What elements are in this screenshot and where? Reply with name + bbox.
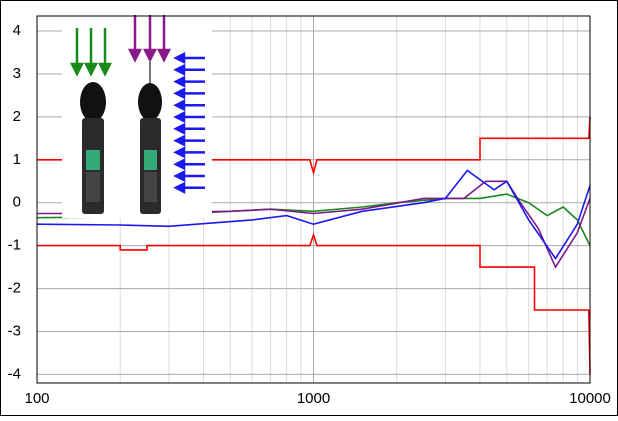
blue-arrows bbox=[173, 51, 205, 194]
meter-right bbox=[138, 60, 162, 214]
y-tick-label: -2 bbox=[8, 280, 21, 297]
arrow-head bbox=[173, 87, 186, 100]
arrow-head bbox=[173, 146, 186, 159]
y-tick-label: -1 bbox=[8, 237, 21, 254]
arrow-head bbox=[173, 110, 186, 124]
arrow-head bbox=[173, 99, 186, 112]
series-line bbox=[37, 232, 591, 375]
y-tick-label: 0 bbox=[13, 194, 21, 211]
arrow-head bbox=[173, 122, 186, 135]
arrow-head bbox=[173, 63, 186, 76]
y-tick-label: 3 bbox=[13, 65, 21, 82]
arrow-head bbox=[173, 134, 186, 147]
y-tick-label: -3 bbox=[8, 322, 21, 339]
plot-border bbox=[36, 15, 591, 384]
meter-illustration bbox=[62, 14, 212, 218]
x-tick-label: 100 bbox=[24, 390, 49, 407]
y-tick-label: 4 bbox=[13, 22, 21, 39]
meter-left bbox=[80, 82, 106, 214]
arrow-head bbox=[173, 75, 186, 88]
green-arrows bbox=[69, 28, 113, 77]
series-line bbox=[36, 169, 591, 260]
arrow-head bbox=[173, 158, 186, 171]
y-tick-label: 1 bbox=[13, 151, 21, 168]
y-tick-label: 2 bbox=[13, 108, 21, 125]
arrow-head bbox=[173, 51, 186, 65]
y-tick-label: -4 bbox=[8, 365, 21, 382]
arrow-head bbox=[173, 181, 186, 194]
x-tick-label: 1000 bbox=[297, 390, 330, 407]
purple-arrows bbox=[127, 15, 172, 63]
arrow-head bbox=[173, 169, 186, 183]
x-tick-label: 10000 bbox=[569, 390, 611, 407]
